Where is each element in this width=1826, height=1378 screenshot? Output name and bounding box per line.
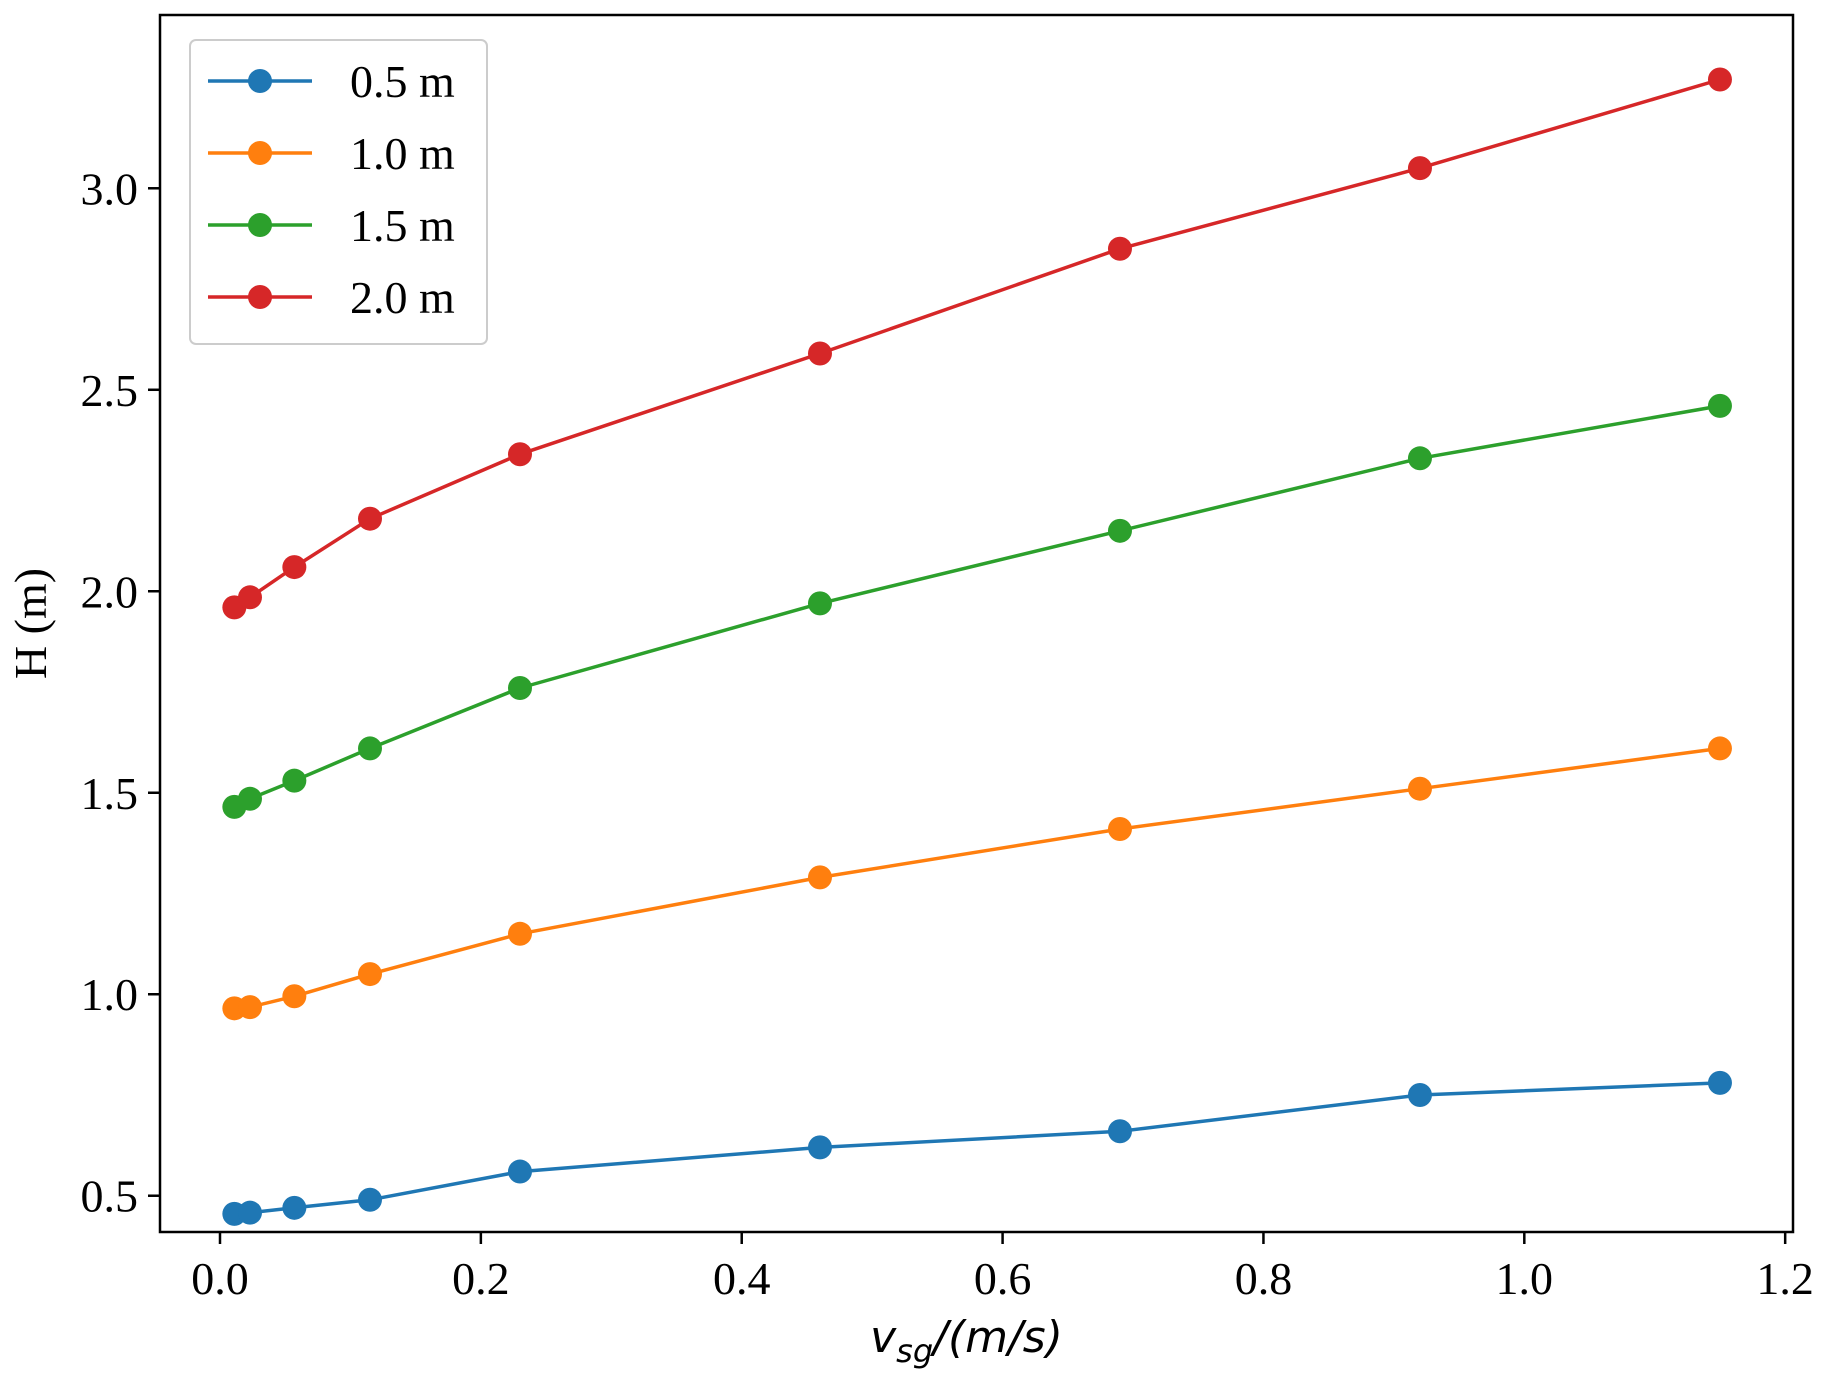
x-axis-label-unit: /(m/s)	[929, 1312, 1063, 1363]
x-tick-label: 0.4	[713, 1253, 771, 1304]
legend-item: 2.0 m	[208, 272, 455, 323]
data-point	[357, 1187, 382, 1212]
x-tick-label: 1.0	[1496, 1253, 1554, 1304]
data-point	[237, 1200, 262, 1225]
series-2-0-m	[222, 67, 1732, 620]
x-axis-label-base: v	[870, 1312, 897, 1363]
y-tick-label: 2.0	[81, 566, 139, 617]
legend-marker-swatch	[248, 213, 272, 237]
x-tick-label: 0.8	[1235, 1253, 1293, 1304]
y-tick-label: 3.0	[81, 163, 139, 214]
data-point	[1707, 67, 1732, 92]
series-line	[234, 1081, 1721, 1216]
x-axis-label: vsg/(m/s)	[870, 1312, 1063, 1370]
data-point	[282, 984, 307, 1009]
data-point	[1407, 776, 1432, 801]
data-point	[282, 1195, 307, 1220]
data-point	[357, 962, 382, 987]
data-point	[507, 1159, 532, 1184]
legend-label: 1.0 m	[350, 128, 455, 179]
legend-item: 1.0 m	[208, 128, 455, 179]
series-line	[234, 746, 1721, 1011]
data-point	[237, 786, 262, 811]
data-point	[282, 555, 307, 580]
data-point	[807, 591, 832, 616]
data-point	[807, 1135, 832, 1160]
y-axis-label: H (m)	[5, 568, 56, 679]
data-point	[1407, 446, 1432, 471]
data-point	[507, 921, 532, 946]
legend-label: 2.0 m	[350, 272, 455, 323]
data-point	[357, 736, 382, 761]
data-point	[282, 768, 307, 793]
legend-item: 1.5 m	[208, 200, 455, 251]
legend-marker-swatch	[248, 69, 272, 93]
data-point	[1107, 817, 1132, 842]
data-point	[1107, 236, 1132, 261]
y-tick-label: 1.5	[81, 768, 139, 819]
axis-ticks: 0.0 0.2 0.4 0.6 0.8 1.0 1.2 0.5 1.0 1.5 2.0 2.5 3.0	[81, 163, 1814, 1304]
data-point	[507, 675, 532, 700]
y-tick-label: 2.5	[81, 365, 139, 416]
y-tick-label: 1.0	[81, 969, 139, 1020]
x-axis-label-subscript: sg	[896, 1332, 933, 1370]
series-1-5-m	[222, 393, 1732, 819]
x-tick-label: 0.2	[452, 1253, 510, 1304]
x-tick-label: 1.2	[1756, 1253, 1814, 1304]
legend-marker-swatch	[248, 141, 272, 165]
data-point	[237, 995, 262, 1020]
legend-item: 0.5 m	[208, 56, 455, 107]
series-layer	[222, 67, 1732, 1226]
y-tick-label: 0.5	[81, 1171, 139, 1222]
data-point	[1407, 1082, 1432, 1107]
data-point	[507, 442, 532, 467]
data-point	[237, 585, 262, 610]
series-line	[233, 404, 1721, 809]
data-point	[1707, 1070, 1732, 1095]
data-point	[1707, 393, 1732, 418]
plot-area-frame	[158, 13, 1795, 1234]
series-1-0-m	[222, 736, 1732, 1021]
x-tick-label: 0.0	[191, 1253, 249, 1304]
data-point	[357, 506, 382, 531]
legend-label: 0.5 m	[350, 56, 455, 107]
data-point	[1707, 736, 1732, 761]
legend: 0.5 m 1.0 m 1.5 m 2.0 m	[189, 39, 488, 345]
data-point	[1107, 518, 1132, 543]
series-0-5-m	[222, 1070, 1732, 1226]
data-point	[807, 341, 832, 366]
legend-label: 1.5 m	[350, 200, 455, 251]
legend-box	[189, 39, 488, 345]
data-point	[1107, 1119, 1132, 1144]
data-point	[807, 865, 832, 890]
legend-marker-swatch	[248, 285, 272, 309]
data-point	[1407, 156, 1432, 181]
x-tick-label: 0.6	[974, 1253, 1032, 1304]
